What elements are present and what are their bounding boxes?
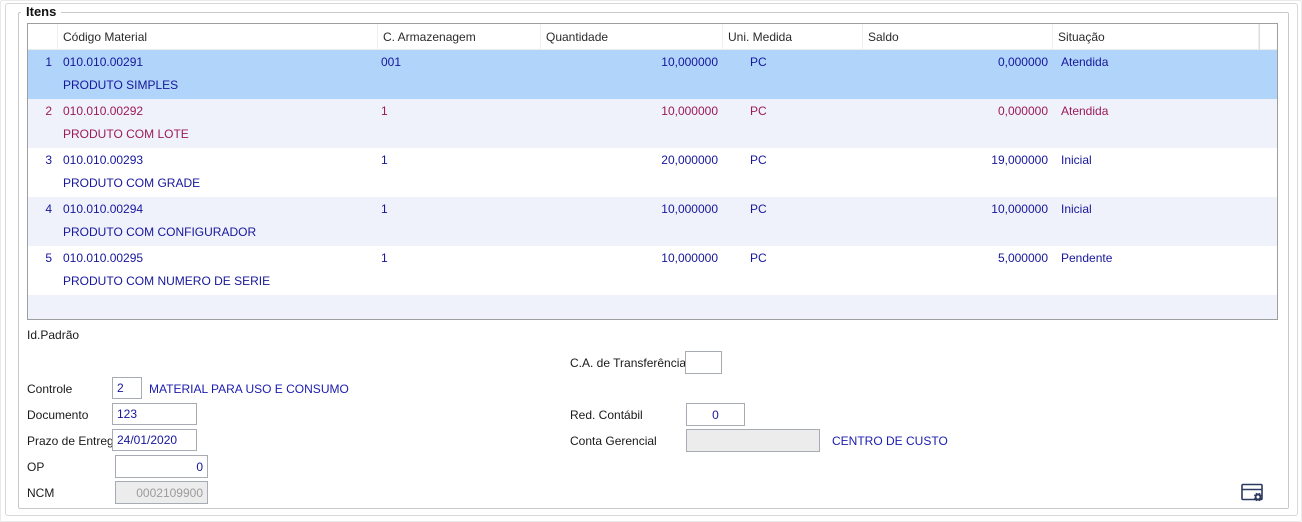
row-number: 3 bbox=[45, 153, 52, 167]
cell-saldo: 0,000000 bbox=[997, 55, 1048, 69]
grid-settings-button[interactable] bbox=[1239, 478, 1267, 506]
row-number: 5 bbox=[45, 251, 52, 265]
cell-codigo: 010.010.00293 bbox=[63, 153, 144, 167]
cell-situacao: Inicial bbox=[1061, 153, 1092, 167]
ca-transferencia-input[interactable] bbox=[685, 351, 722, 374]
cell-armazenagem: 1 bbox=[381, 202, 388, 216]
cell-descricao: PRODUTO COM NUMERO DE SERIE bbox=[63, 274, 271, 288]
col-header-quantidade[interactable]: Quantidade bbox=[541, 24, 723, 50]
table-row[interactable]: 5 010.010.00295 1 10,000000 PC 5,000000 … bbox=[28, 246, 1277, 295]
op-input[interactable] bbox=[115, 455, 208, 478]
table-row[interactable]: 4 010.010.00294 1 10,000000 PC 10,000000… bbox=[28, 197, 1277, 246]
controle-input[interactable] bbox=[112, 377, 142, 399]
items-table: Código Material C. Armazenagem Quantidad… bbox=[27, 23, 1278, 320]
ncm-label: NCM bbox=[27, 486, 55, 500]
cell-unidade: PC bbox=[750, 153, 767, 167]
cell-codigo: 010.010.00292 bbox=[63, 104, 144, 118]
cell-armazenagem: 1 bbox=[381, 251, 388, 265]
prazo-entrega-input[interactable] bbox=[112, 429, 197, 451]
row-number: 4 bbox=[45, 202, 52, 216]
grid-settings-gear-icon bbox=[1240, 483, 1263, 501]
prazo-entrega-label: Prazo de Entrega bbox=[27, 434, 121, 448]
cell-quantidade: 10,000000 bbox=[661, 251, 718, 265]
cell-unidade: PC bbox=[750, 251, 767, 265]
cell-quantidade: 20,000000 bbox=[661, 153, 718, 167]
col-header-rownum[interactable] bbox=[28, 24, 58, 50]
cell-unidade: PC bbox=[750, 104, 767, 118]
col-header-situacao[interactable]: Situação bbox=[1053, 24, 1259, 50]
cell-descricao: PRODUTO COM CONFIGURADOR bbox=[63, 225, 257, 239]
conta-gerencial-label: Conta Gerencial bbox=[570, 434, 657, 448]
ncm-input bbox=[115, 481, 208, 504]
table-row[interactable]: 2 010.010.00292 1 10,000000 PC 0,000000 … bbox=[28, 99, 1277, 148]
cell-armazenagem: 1 bbox=[381, 104, 388, 118]
col-header-c-armazenagem[interactable]: C. Armazenagem bbox=[378, 24, 541, 50]
controle-label: Controle bbox=[27, 382, 73, 396]
red-contabil-input[interactable] bbox=[686, 403, 745, 426]
cell-saldo: 10,000000 bbox=[991, 202, 1048, 216]
cell-codigo: 010.010.00294 bbox=[63, 202, 144, 216]
col-header-spacer bbox=[1259, 24, 1277, 50]
cell-unidade: PC bbox=[750, 202, 767, 216]
empty-row-stripe bbox=[28, 295, 1277, 319]
content-panel: Itens Código Material C. Armazenagem Qua… bbox=[5, 3, 1298, 516]
conta-gerencial-description: CENTRO DE CUSTO bbox=[832, 434, 948, 448]
cell-situacao: Atendida bbox=[1061, 55, 1109, 69]
ca-transferencia-label: C.A. de Transferência bbox=[570, 356, 687, 370]
conta-gerencial-input bbox=[686, 429, 820, 452]
cell-situacao: Pendente bbox=[1061, 251, 1113, 265]
documento-label: Documento bbox=[27, 408, 89, 422]
cell-saldo: 19,000000 bbox=[991, 153, 1048, 167]
col-header-saldo[interactable]: Saldo bbox=[863, 24, 1053, 50]
col-header-uni-medida[interactable]: Uni. Medida bbox=[723, 24, 863, 50]
table-header-row: Código Material C. Armazenagem Quantidad… bbox=[28, 24, 1277, 50]
documento-input[interactable] bbox=[112, 403, 197, 425]
row-number: 2 bbox=[45, 104, 52, 118]
cell-armazenagem: 1 bbox=[381, 153, 388, 167]
cell-situacao: Atendida bbox=[1061, 104, 1109, 118]
groupbox-title: Itens bbox=[21, 4, 62, 19]
cell-quantidade: 10,000000 bbox=[661, 55, 718, 69]
table-row[interactable]: 3 010.010.00293 1 20,000000 PC 19,000000… bbox=[28, 148, 1277, 197]
cell-saldo: 0,000000 bbox=[997, 104, 1048, 118]
red-contabil-label: Red. Contábil bbox=[570, 408, 643, 422]
cell-descricao: PRODUTO COM GRADE bbox=[63, 176, 201, 190]
cell-quantidade: 10,000000 bbox=[661, 104, 718, 118]
cell-unidade: PC bbox=[750, 55, 767, 69]
id-padrao-label: Id.Padrão bbox=[27, 328, 80, 342]
op-label: OP bbox=[27, 460, 45, 474]
cell-quantidade: 10,000000 bbox=[661, 202, 718, 216]
cell-codigo: 010.010.00295 bbox=[63, 251, 144, 265]
table-row[interactable]: 1 010.010.00291 001 10,000000 PC 0,00000… bbox=[28, 50, 1277, 99]
row-number: 1 bbox=[45, 55, 52, 69]
cell-descricao: PRODUTO COM LOTE bbox=[63, 127, 189, 141]
cell-situacao: Inicial bbox=[1061, 202, 1092, 216]
col-header-codigo-material[interactable]: Código Material bbox=[58, 24, 378, 50]
controle-description: MATERIAL PARA USO E CONSUMO bbox=[149, 382, 349, 396]
cell-armazenagem: 001 bbox=[381, 55, 402, 69]
itens-groupbox: Itens Código Material C. Armazenagem Qua… bbox=[18, 4, 1289, 509]
cell-codigo: 010.010.00291 bbox=[63, 55, 144, 69]
cell-saldo: 5,000000 bbox=[997, 251, 1048, 265]
cell-descricao: PRODUTO SIMPLES bbox=[63, 78, 179, 92]
